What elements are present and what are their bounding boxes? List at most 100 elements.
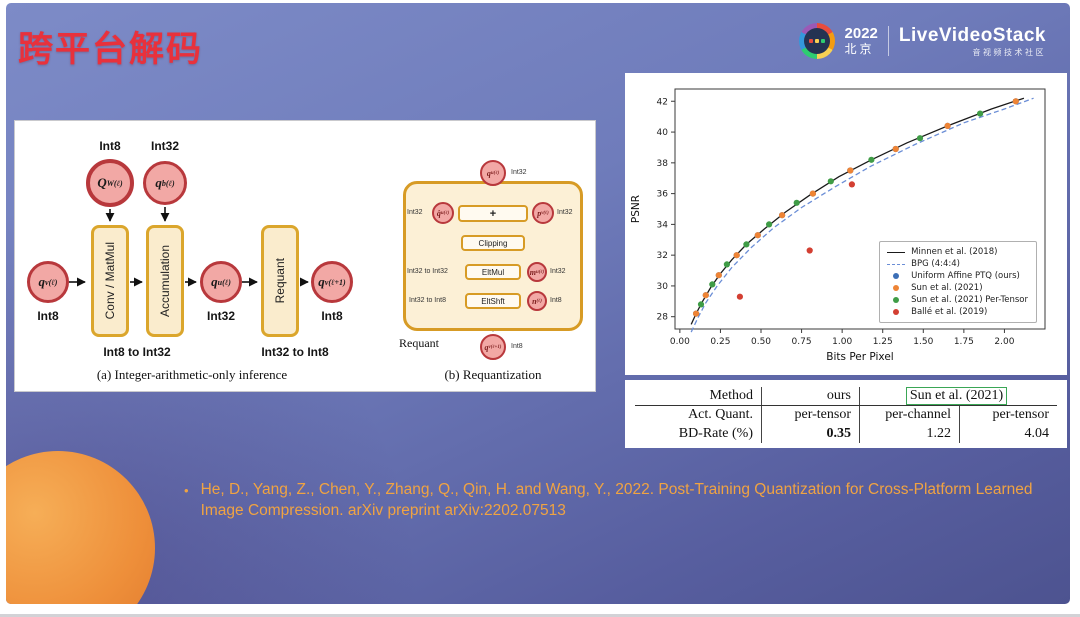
- label-int32-add-left: Int32: [407, 209, 423, 216]
- conference-year-city: 2022 北京: [845, 25, 878, 56]
- conference-year: 2022: [844, 25, 878, 43]
- svg-text:36: 36: [657, 190, 669, 200]
- cell-ours-bd-rate: 0.35: [761, 424, 859, 444]
- svg-text:28: 28: [657, 313, 669, 323]
- svg-text:0.00: 0.00: [670, 337, 690, 347]
- page-title: 跨平台解码: [18, 30, 204, 69]
- slide-canvas: 跨平台解码 2022 北京 LiveVideoStack 音视频技术社区: [6, 3, 1070, 604]
- svg-text:30: 30: [657, 282, 669, 292]
- brand-divider: [887, 26, 889, 56]
- block-accumulation: Accumulation: [146, 225, 184, 337]
- decor-orange-circle: [6, 451, 155, 604]
- node-shift-n: n (ℓ): [527, 291, 547, 311]
- label-int32-multiplier: Int32: [550, 268, 566, 275]
- legend-entry: Minnen et al. (2018): [886, 246, 1028, 258]
- svg-text:34: 34: [657, 220, 669, 230]
- logo-inner: [803, 28, 830, 54]
- legend-entry: Uniform Affine PTQ (ours): [886, 270, 1028, 282]
- op-eltmul: EltMul: [465, 264, 521, 280]
- svg-text:0.75: 0.75: [792, 337, 812, 347]
- citation-text: He, D., Yang, Z., Chen, Y., Zhang, Q., Q…: [200, 481, 1033, 519]
- svg-text:1.50: 1.50: [913, 337, 933, 347]
- conference-city: 北京: [844, 41, 875, 56]
- node-qhat: q̂ u (ℓ): [432, 202, 454, 224]
- results-table-panel: Method ours Sun et al. (2021) Act. Quant…: [625, 380, 1067, 448]
- op-add: +: [458, 205, 528, 222]
- table-header-method: Method: [709, 388, 753, 403]
- label-int32-to-int8: Int32 to Int8: [261, 345, 329, 359]
- svg-text:42: 42: [657, 97, 668, 107]
- svg-text:1.25: 1.25: [873, 337, 893, 347]
- svg-text:PSNR: PSNR: [630, 195, 642, 223]
- row-label: Act. Quant.: [688, 407, 753, 423]
- brand-tagline: 音视频技术社区: [972, 47, 1046, 57]
- table-header-ours: ours: [761, 387, 859, 406]
- legend-entry: Sun et al. (2021): [886, 282, 1028, 294]
- legend-entry: BPG (4:4:4): [886, 258, 1028, 270]
- brand-column: LiveVideoStack 音视频技术社区: [899, 25, 1046, 57]
- node-accumulator-out: q u (ℓ): [200, 261, 242, 303]
- label-int8-output: Int8: [321, 309, 343, 323]
- svg-text:1.75: 1.75: [954, 337, 974, 347]
- cell-sun-per-tensor: per-tensor: [959, 406, 1057, 425]
- label-requant-group: Requant: [399, 336, 439, 350]
- bd-rate-table: Method ours Sun et al. (2021) Act. Quant…: [625, 380, 1067, 444]
- table-row-bd-rate: BD-Rate (%) 0.35 1.22 4.04: [635, 424, 1057, 444]
- svg-text:0.25: 0.25: [710, 337, 730, 347]
- label-int8-shift: Int8: [550, 297, 562, 304]
- citation-link-box: Sun et al. (2021): [905, 387, 1008, 406]
- svg-text:38: 38: [657, 159, 669, 169]
- op-eltshft: EltShft: [465, 293, 521, 309]
- node-requant-out: q v (ℓ+1): [480, 334, 506, 360]
- window-bottom-edge: [0, 614, 1080, 617]
- label-int8-to-int32: Int8 to Int32: [103, 345, 171, 359]
- rd-curve-plot: 0.00 0.25 0.50 0.75 1.00 1.25 1.50 1.75 2.00 28 30…: [630, 88, 1046, 363]
- node-qu-requant-in: q u (ℓ): [480, 160, 506, 186]
- svg-text:40: 40: [657, 128, 669, 138]
- svg-text:2.00: 2.00: [994, 337, 1014, 347]
- node-multiplier-m: m u (ℓ): [527, 262, 547, 282]
- reference-citation: • He, D., Yang, Z., Chen, Y., Zhang, Q.,…: [184, 480, 1062, 522]
- label-int8-weights: Int8: [99, 139, 121, 153]
- node-activation-out: q v (ℓ+1): [311, 261, 353, 303]
- block-requant: Requant: [261, 225, 299, 337]
- cell-ours: per-tensor: [761, 406, 859, 425]
- svg-text:0.50: 0.50: [751, 337, 771, 347]
- figure-quantization-diagram: Int8 Int32 Q W (ℓ) q b (ℓ) q v (ℓ) Int8 Conv /…: [14, 120, 596, 392]
- cell-sun-per-channel: per-channel: [859, 406, 959, 425]
- cell-sun-bd-rate-channel: 1.22: [859, 424, 959, 444]
- table-header-row: Method ours Sun et al. (2021): [635, 387, 1057, 407]
- label-int32-bias: Int32: [150, 139, 179, 153]
- label-int32-requant-in: Int32: [511, 169, 527, 176]
- node-quantized-bias: q b (ℓ): [143, 161, 187, 205]
- legend-entry: Ballé et al. (2019): [886, 306, 1028, 318]
- figure-rd-curve: 0.00 0.25 0.50 0.75 1.00 1.25 1.50 1.75 2.00 28 30…: [625, 73, 1067, 375]
- legend-entry: Sun et al. (2021) Per-Tensor: [886, 294, 1028, 306]
- label-int32-to-int32: Int32 to Int32: [407, 268, 448, 275]
- label-int8-activation: Int8: [37, 309, 59, 323]
- svg-text:32: 32: [657, 251, 668, 261]
- row-label: BD-Rate (%): [678, 425, 753, 441]
- block-conv-matmul: Conv / MatMul: [91, 225, 129, 337]
- cell-sun-bd-rate-tensor: 4.04: [959, 424, 1057, 444]
- label-int32-to-int8-b: Int32 to Int8: [409, 297, 446, 304]
- node-offset-p: p v (ℓ): [532, 202, 554, 224]
- label-int8-requant-out: Int8: [511, 343, 523, 350]
- caption-subfigure-b: (b) Requantization: [444, 367, 542, 382]
- node-quantized-weights: Q W (ℓ): [86, 159, 134, 207]
- node-activation-in: q v (ℓ): [27, 261, 69, 303]
- svg-text:Bits Per Pixel: Bits Per Pixel: [826, 351, 893, 363]
- livevideostack-logo-icon: [798, 23, 835, 59]
- brand-name: LiveVideoStack: [898, 24, 1046, 46]
- op-clipping: Clipping: [461, 235, 525, 251]
- conference-brand: 2022 北京 LiveVideoStack 音视频技术社区: [798, 23, 1046, 59]
- svg-text:1.00: 1.00: [832, 337, 852, 347]
- label-int32-accumulator: Int32: [206, 309, 235, 323]
- chart-legend: Minnen et al. (2018) BPG (4:4:4) Uniform A…: [879, 241, 1037, 323]
- table-row-act-quant: Act. Quant. per-tensor per-channel per-t…: [635, 406, 1057, 425]
- table-header-sun: Sun et al. (2021): [859, 387, 1057, 406]
- caption-subfigure-a: (a) Integer-arithmetic-only inference: [96, 367, 288, 382]
- label-int32-add-right: Int32: [557, 209, 573, 216]
- bullet-icon: •: [184, 483, 189, 498]
